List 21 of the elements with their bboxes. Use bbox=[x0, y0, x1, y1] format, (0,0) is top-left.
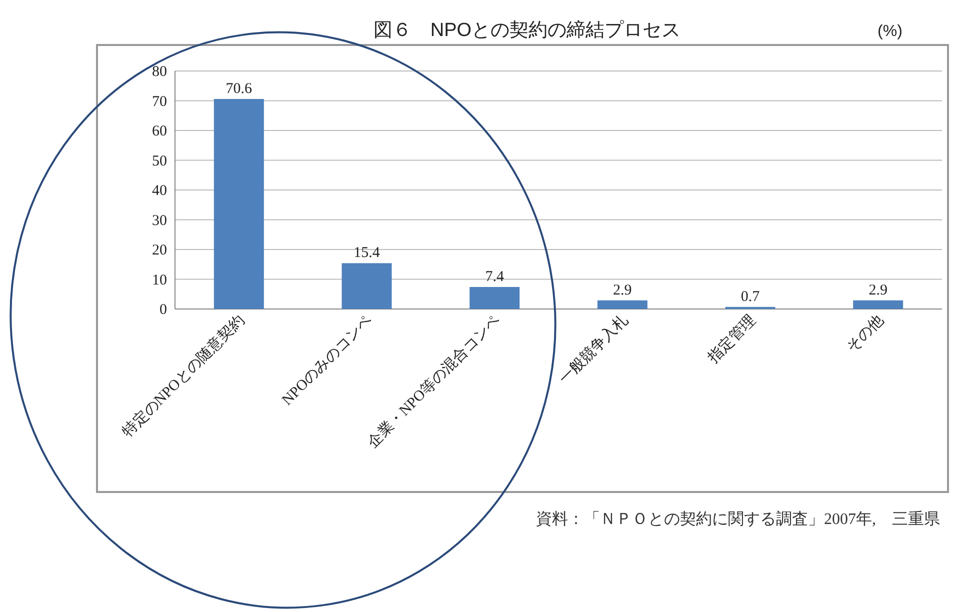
y-tick-label: 40 bbox=[152, 183, 167, 199]
data-label: 15.4 bbox=[354, 245, 380, 262]
title: 図６ NPOとの契約の締結プロセス bbox=[373, 20, 681, 41]
x-tick-label: 一般競争入札 bbox=[556, 312, 632, 388]
annotation: 資料：「ＮＰＯとの契約に関する調査」2007年, 三重県 bbox=[536, 511, 940, 528]
data-label: 7.4 bbox=[485, 268, 504, 285]
y-tick-label: 50 bbox=[152, 153, 167, 170]
x-tick-label: その他 bbox=[843, 312, 887, 356]
ylabel: (%) bbox=[878, 23, 902, 40]
data-label: 0.7 bbox=[740, 288, 760, 305]
y-tick-label: 10 bbox=[152, 272, 167, 288]
x-tick-label: 指定管理 bbox=[704, 312, 760, 367]
y-tick-label: 20 bbox=[152, 242, 167, 258]
y-tick-label: 30 bbox=[152, 212, 167, 229]
y-tick-label: 60 bbox=[152, 124, 167, 140]
data-label: 2.9 bbox=[613, 282, 632, 298]
data-label: 70.6 bbox=[226, 80, 253, 97]
y-tick-label: 80 bbox=[152, 64, 167, 80]
data-label: 2.9 bbox=[868, 282, 888, 298]
y-tick-label: 70 bbox=[152, 94, 167, 110]
y-tick-label: 0 bbox=[160, 302, 167, 318]
